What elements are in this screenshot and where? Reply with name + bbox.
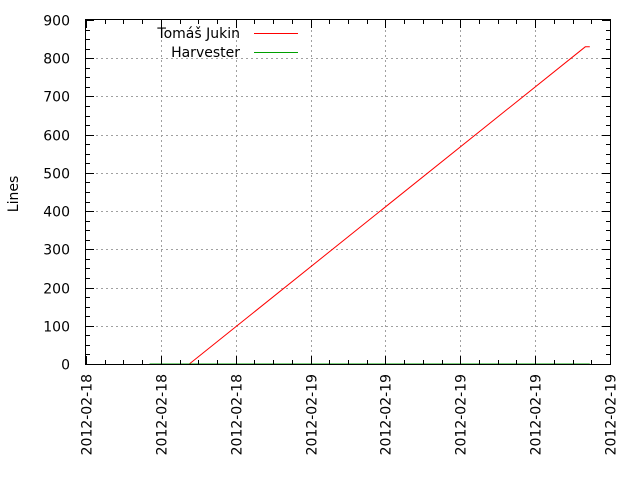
legend-label: Tomáš Jukin <box>156 26 240 42</box>
series-layer <box>149 46 590 365</box>
legend: Tomáš Jukin Harvester <box>156 26 298 61</box>
y-tick-label: 700 <box>43 90 70 106</box>
y-tick-label: 300 <box>43 243 70 259</box>
y-tick-label: 100 <box>43 320 70 336</box>
y-tick-label: 800 <box>43 52 70 68</box>
y-tick-label: 600 <box>43 129 70 145</box>
grid-lines <box>86 20 610 364</box>
plot-border <box>85 19 611 365</box>
x-tick-label: 2012-02-18 <box>80 374 96 455</box>
x-tick-label: 2012-02-19 <box>454 374 470 455</box>
y-axis: 0 100 200 300 400 500 600 700 800 900 <box>43 14 610 374</box>
y-tick-label: 900 <box>43 14 70 30</box>
x-tick-label: 2012-02-19 <box>604 374 620 455</box>
x-tick-label: 2012-02-18 <box>155 374 171 455</box>
y-tick-label: 0 <box>61 358 70 374</box>
y-tick-label: 400 <box>43 205 70 221</box>
x-tick-label: 2012-02-19 <box>305 374 321 455</box>
x-tick-label: 2012-02-19 <box>379 374 395 455</box>
y-tick-label: 200 <box>43 282 70 298</box>
y-tick-label: 500 <box>43 167 70 183</box>
x-axis: 2012-02-18 2012-02-18 2012-02-18 2012-02-19… <box>80 20 620 455</box>
y-axis-title: Lines <box>6 176 22 212</box>
series-line-tomas-jukin <box>188 46 590 365</box>
x-tick-label: 2012-02-18 <box>230 374 246 455</box>
x-tick-label: 2012-02-19 <box>529 374 545 455</box>
legend-label: Harvester <box>171 45 240 61</box>
